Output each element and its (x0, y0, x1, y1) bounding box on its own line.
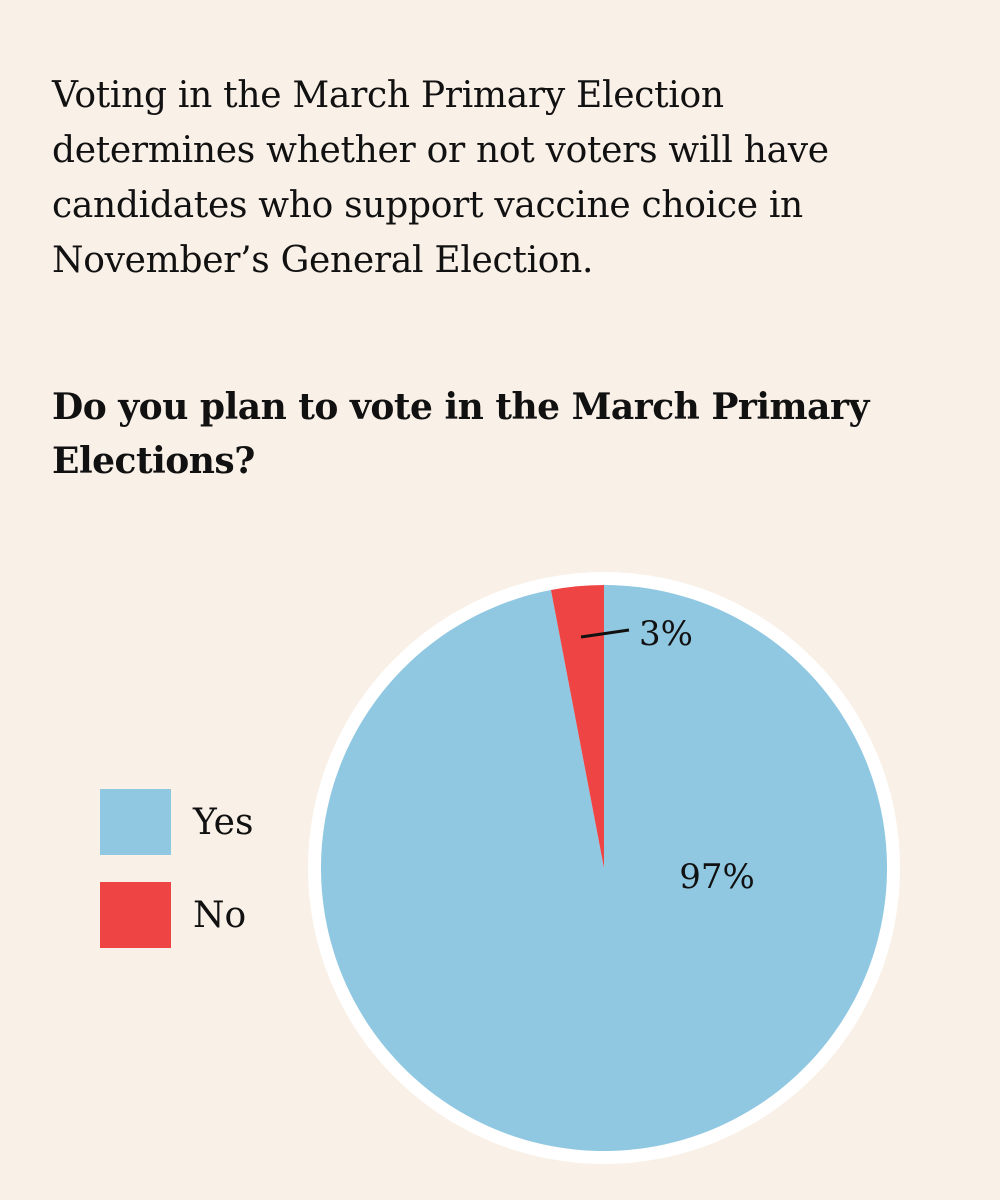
pie-label-yes: 97% (679, 857, 755, 897)
pie-slice-yes (321, 585, 888, 1151)
legend-label-yes: Yes (193, 801, 254, 843)
intro-paragraph: Voting in the March Primary Election det… (52, 75, 829, 281)
question-heading: Do you plan to vote in the March Primary… (52, 386, 869, 482)
legend-label-no: No (193, 894, 247, 936)
pie-slice-no (550, 585, 604, 868)
legend-swatch-no (100, 882, 171, 948)
pie-label-no: 3% (639, 614, 693, 654)
legend-item-no: No (100, 882, 246, 948)
legend-item-yes: Yes (100, 789, 253, 855)
pie-leader-line-no (580, 628, 630, 639)
legend-swatch-yes (100, 789, 171, 855)
